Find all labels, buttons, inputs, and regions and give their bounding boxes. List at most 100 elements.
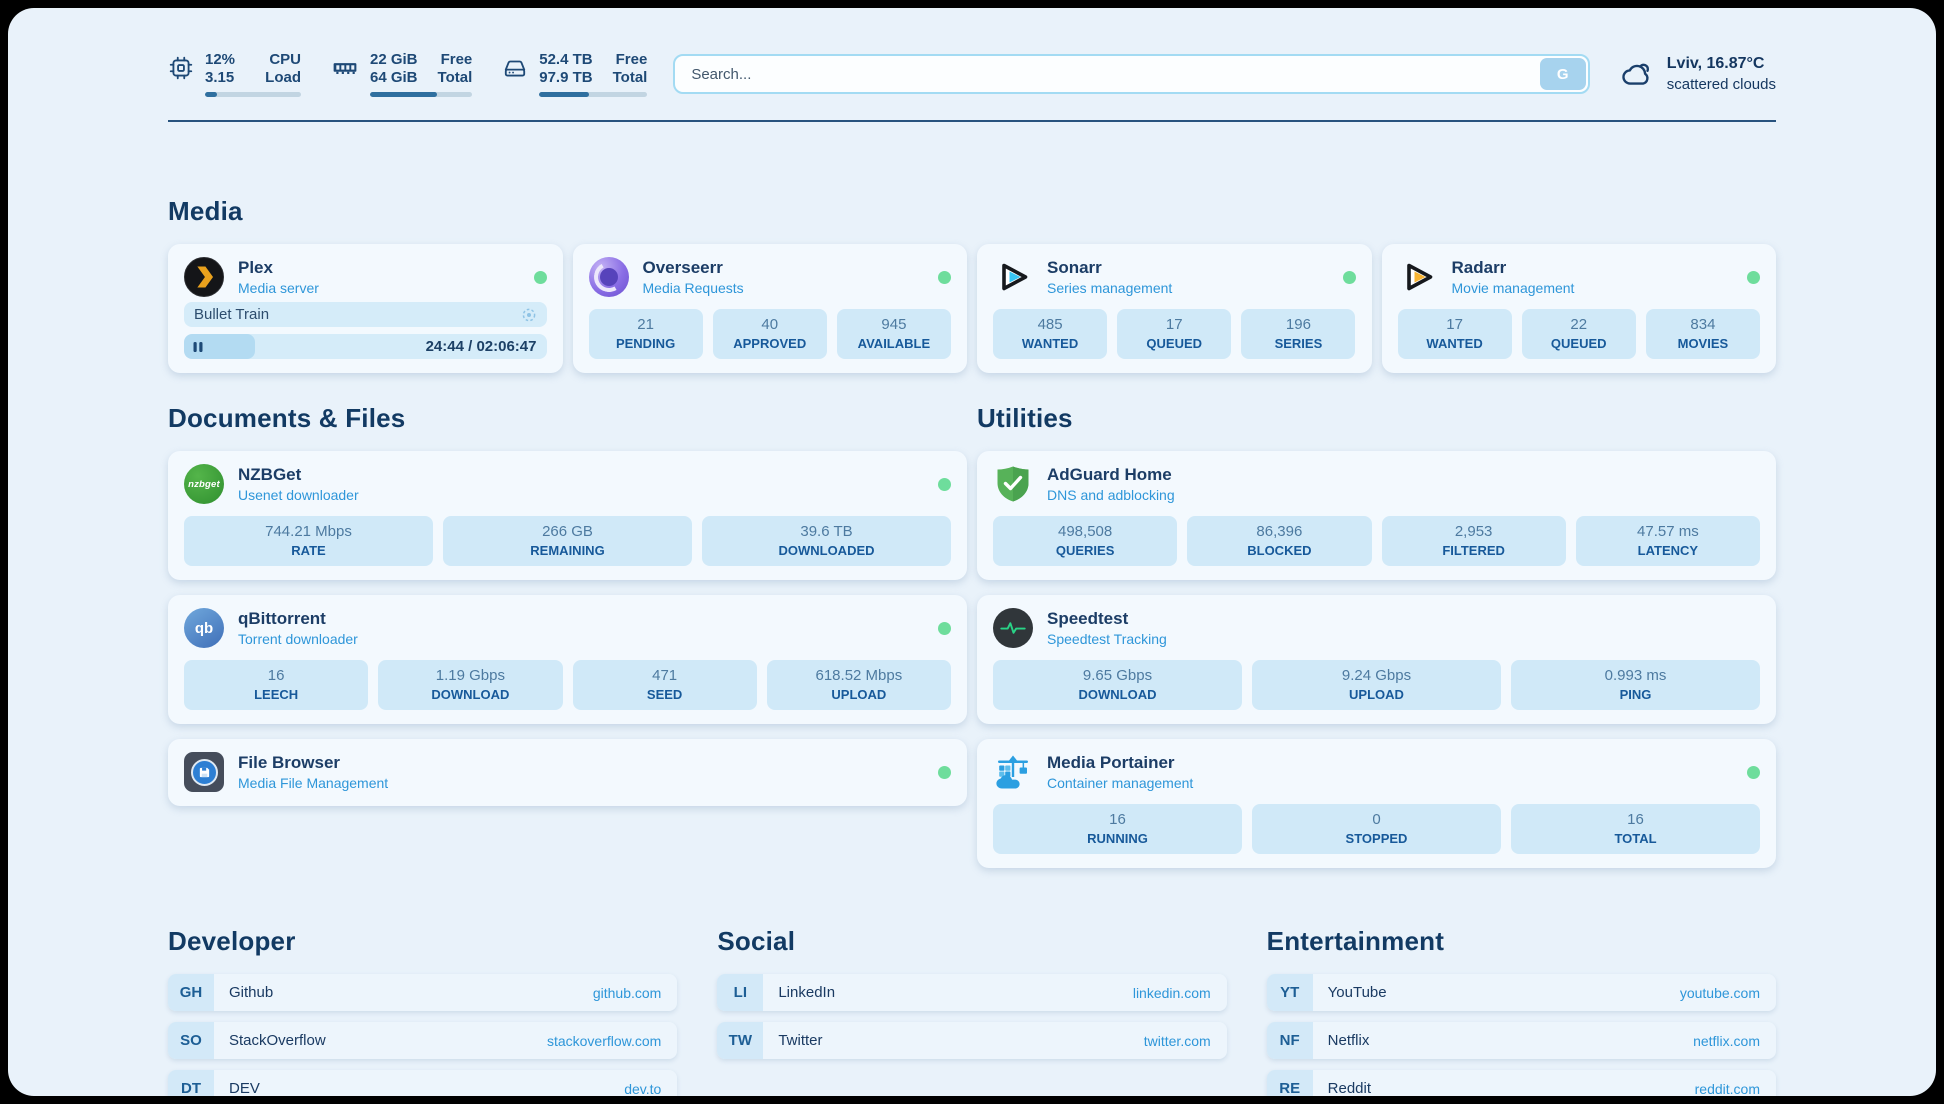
bookmark-row[interactable]: NF Netflix netflix.com xyxy=(1266,1022,1776,1059)
memory-widget: 22 GiB Free 64 GiB Total xyxy=(331,51,473,97)
app-subtitle: Media Requests xyxy=(642,280,744,296)
stat-label: LEECH xyxy=(254,687,299,702)
app-title: Media Portainer xyxy=(1047,753,1175,772)
nzbget-card[interactable]: nzbget NZBGet Usenet downloader 744.21 M… xyxy=(168,451,967,580)
weather-condition: scattered clouds xyxy=(1666,76,1776,93)
stat-box: 16 TOTAL xyxy=(1511,804,1760,854)
disk-progress-bar xyxy=(539,92,648,97)
stat-box: 2,953 FILTERED xyxy=(1381,516,1566,566)
stat-box: 0.993 ms PING xyxy=(1511,660,1760,710)
developer-links-section: Developer GH Github github.com SO StackO… xyxy=(168,926,678,1096)
portainer-card[interactable]: Media Portainer Container management 16 … xyxy=(977,739,1776,868)
social-section-title: Social xyxy=(717,926,796,956)
stat-value: 21 xyxy=(637,316,654,333)
radarr-card[interactable]: Radarr Movie management 17 WANTED 22 QUE… xyxy=(1381,244,1776,373)
cpu-usage-value: 12% xyxy=(205,51,236,68)
bookmark-tag: LI xyxy=(717,974,764,1011)
app-title: Plex xyxy=(238,258,273,277)
bookmark-name: LinkedIn xyxy=(778,984,836,1001)
stat-label: WANTED xyxy=(1426,336,1483,351)
pause-icon[interactable] xyxy=(193,341,203,353)
now-playing-title: Bullet Train xyxy=(194,306,270,323)
stat-value: 2,953 xyxy=(1454,523,1493,540)
stat-value: 0.993 ms xyxy=(1604,667,1667,684)
overseerr-card[interactable]: Overseerr Media Requests 21 PENDING 40 A… xyxy=(572,244,967,373)
nzbget-icon: nzbget xyxy=(184,464,224,504)
stat-label: PING xyxy=(1619,687,1652,702)
adguard-card[interactable]: AdGuard Home DNS and adblocking 498,508 … xyxy=(977,451,1776,580)
bookmark-tag: DT xyxy=(168,1070,214,1096)
stat-box: 471 SEED xyxy=(572,660,757,710)
social-link-list: LI LinkedIn linkedin.com TW Twitter twit… xyxy=(717,974,1227,1059)
bookmark-name: Netflix xyxy=(1327,1032,1370,1049)
filebrowser-icon xyxy=(184,752,224,792)
filebrowser-card[interactable]: File Browser Media File Management xyxy=(168,739,967,806)
bookmark-tag: TW xyxy=(717,1022,764,1059)
playback-progress-fill xyxy=(184,334,255,359)
speedtest-card[interactable]: Speedtest Speedtest Tracking 9.65 Gbps D… xyxy=(977,595,1776,724)
stat-box: 17 WANTED xyxy=(1397,309,1512,359)
cpu-load-label: Load xyxy=(265,69,301,86)
bookmark-row[interactable]: YT YouTube youtube.com xyxy=(1266,974,1776,1011)
app-title: Speedtest xyxy=(1047,609,1129,628)
entertainment-links-section: Entertainment YT YouTube youtube.com NF … xyxy=(1266,926,1776,1096)
memory-total-label: Total xyxy=(437,69,473,86)
stat-box: 16 RUNNING xyxy=(993,804,1242,854)
app-subtitle: Usenet downloader xyxy=(238,487,359,503)
stat-box: 9.24 Gbps UPLOAD xyxy=(1252,660,1501,710)
weather-headline: Lviv, 16.87°C xyxy=(1666,55,1765,72)
app-subtitle: Movie management xyxy=(1451,280,1575,296)
ram-icon xyxy=(333,63,357,74)
search-input[interactable] xyxy=(673,54,1590,94)
bookmark-row[interactable]: TW Twitter twitter.com xyxy=(717,1022,1227,1059)
status-dot xyxy=(1342,270,1356,284)
status-dot xyxy=(1747,765,1760,779)
bookmark-tag: YT xyxy=(1266,974,1313,1011)
stat-value: 0 xyxy=(1372,811,1381,828)
stat-box: 22 QUEUED xyxy=(1521,309,1636,359)
status-dot xyxy=(533,270,547,284)
bookmark-row[interactable]: SO StackOverflow stackoverflow.com xyxy=(168,1022,678,1059)
stat-label: QUERIES xyxy=(1055,543,1115,558)
app-subtitle: Series management xyxy=(1047,280,1173,296)
stat-box: 0 STOPPED xyxy=(1252,804,1501,854)
bookmark-name: StackOverflow xyxy=(229,1032,326,1049)
app-subtitle: Speedtest Tracking xyxy=(1047,631,1167,647)
stats-row: 485 WANTED 17 QUEUED 196 SERIES xyxy=(993,297,1356,359)
stat-box: 39.6 TB DOWNLOADED xyxy=(702,516,951,566)
adguard-icon xyxy=(993,464,1033,504)
stat-label: QUEUED xyxy=(1146,336,1203,351)
search-engine-button[interactable]: G xyxy=(1539,58,1586,90)
stat-box: 485 WANTED xyxy=(993,309,1108,359)
stat-label: SEED xyxy=(646,687,683,702)
stat-value: 618.52 Mbps xyxy=(815,667,903,684)
app-subtitle: Container management xyxy=(1047,775,1194,791)
stat-label: MOVIES xyxy=(1677,336,1729,351)
stats-row: 744.21 Mbps RATE 266 GB REMAINING 39.6 T… xyxy=(184,504,951,566)
stat-label: BLOCKED xyxy=(1247,543,1312,558)
bookmark-row[interactable]: DT DEV dev.to xyxy=(168,1070,678,1096)
stat-label: PENDING xyxy=(615,336,676,351)
developer-section-title: Developer xyxy=(168,926,296,956)
stat-label: TOTAL xyxy=(1614,831,1657,846)
bookmark-row[interactable]: LI LinkedIn linkedin.com xyxy=(717,974,1227,1011)
plex-icon xyxy=(184,257,224,297)
disk-free-label: Free xyxy=(615,51,648,68)
stat-label: AVAILABLE xyxy=(857,336,931,351)
sonarr-card[interactable]: Sonarr Series management 485 WANTED 17 Q… xyxy=(977,244,1372,373)
developer-link-list: GH Github github.com SO StackOverflow st… xyxy=(168,974,678,1096)
stat-value: 485 xyxy=(1037,316,1063,333)
bookmark-row[interactable]: RE Reddit reddit.com xyxy=(1266,1070,1776,1096)
qbittorrent-card[interactable]: qb qBittorrent Torrent downloader 16 LEE… xyxy=(168,595,967,724)
stat-box: 86,396 BLOCKED xyxy=(1187,516,1372,566)
stat-value: 196 xyxy=(1285,316,1311,333)
stat-value: 1.19 Gbps xyxy=(435,667,505,684)
app-title: File Browser xyxy=(238,753,341,772)
stat-label: DOWNLOAD xyxy=(431,687,510,702)
stat-label: APPROVED xyxy=(733,336,807,351)
plex-card[interactable]: Plex Media server Bullet Train 24:44 / 0 xyxy=(168,244,563,373)
disk-free-value: 52.4 TB xyxy=(539,51,593,68)
bookmark-row[interactable]: GH Github github.com xyxy=(168,974,678,1011)
weather-widget: Lviv, 16.87°C scattered clouds xyxy=(1616,55,1776,93)
bookmark-name: YouTube xyxy=(1327,984,1387,1001)
